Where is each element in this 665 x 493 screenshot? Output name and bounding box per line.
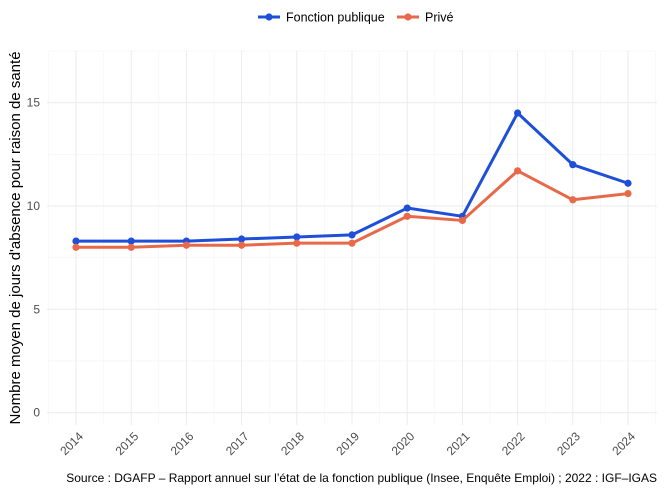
data-point bbox=[348, 231, 356, 239]
data-point bbox=[403, 204, 411, 212]
series bbox=[72, 109, 632, 251]
data-point bbox=[72, 237, 80, 245]
legend-label: Privé bbox=[425, 11, 454, 25]
data-point bbox=[569, 161, 577, 169]
data-point bbox=[127, 237, 135, 245]
data-point bbox=[514, 167, 522, 175]
data-point bbox=[238, 235, 246, 243]
data-point bbox=[348, 239, 356, 247]
x-tick-label: 2022 bbox=[499, 429, 528, 458]
legend-marker bbox=[265, 13, 273, 21]
legend: Fonction publique Privé bbox=[258, 11, 454, 25]
data-point bbox=[238, 241, 246, 249]
x-tick-label: 2021 bbox=[444, 429, 473, 458]
legend-label: Fonction publique bbox=[286, 11, 385, 25]
data-point bbox=[293, 233, 301, 241]
x-tick-label: 2017 bbox=[223, 429, 252, 458]
x-tick-label: 2020 bbox=[389, 429, 418, 458]
data-point bbox=[514, 109, 522, 117]
data-point bbox=[72, 243, 80, 251]
data-point bbox=[458, 216, 466, 225]
x-tick-label: 2015 bbox=[113, 429, 142, 458]
data-point bbox=[403, 212, 411, 220]
x-tick-label: 2016 bbox=[168, 429, 197, 458]
y-tick-label: 10 bbox=[27, 199, 41, 213]
data-point bbox=[624, 179, 632, 187]
data-point bbox=[293, 239, 301, 247]
data-point bbox=[624, 189, 632, 198]
data-point bbox=[182, 241, 190, 249]
x-tick-label: 2014 bbox=[57, 429, 86, 458]
y-tick-label: 5 bbox=[33, 302, 40, 316]
data-point bbox=[127, 243, 135, 251]
x-tick-label: 2024 bbox=[609, 429, 638, 458]
x-tick-label: 2018 bbox=[278, 429, 307, 458]
axes: 0 5 10 15 2014 2015 2016 2017 2018 2019 2020 2021 20… bbox=[27, 96, 639, 458]
y-tick-label: 0 bbox=[33, 406, 40, 420]
legend-marker bbox=[404, 13, 412, 21]
x-tick-label: 2019 bbox=[333, 429, 362, 458]
x-tick-label: 2023 bbox=[554, 429, 583, 458]
caption: Source : DGAFP – Rapport annuel sur l’ét… bbox=[66, 471, 657, 485]
y-tick-label: 15 bbox=[27, 96, 41, 110]
y-axis-title: Nombre moyen de jours d'absence pour rai… bbox=[7, 51, 24, 424]
data-point bbox=[569, 196, 577, 204]
